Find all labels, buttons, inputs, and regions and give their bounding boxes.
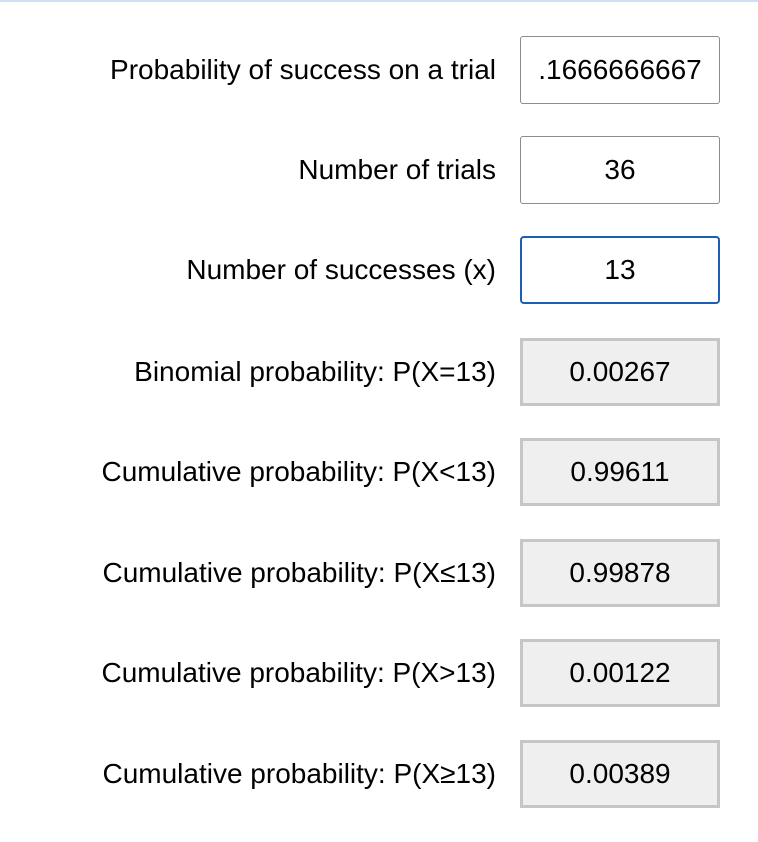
binomial-row: Binomial probability: P(X=13) 0.00267 [0,338,758,406]
cumulative-le-row: Cumulative probability: P(X≤13) 0.99878 [0,539,758,607]
cumulative-lt-output: 0.99611 [520,438,720,506]
successes-input[interactable] [520,236,720,304]
cumulative-lt-label: Cumulative probability: P(X<13) [101,456,496,487]
probability-row: Probability of success on a trial [0,36,758,104]
cumulative-ge-label: Cumulative probability: P(X≥13) [102,758,496,789]
cumulative-ge-output: 0.00389 [520,740,720,808]
probability-label: Probability of success on a trial [110,54,496,85]
binomial-probability-label: Binomial probability: P(X=13) [134,356,496,387]
cumulative-ge-row: Cumulative probability: P(X≥13) 0.00389 [0,740,758,808]
cumulative-le-label: Cumulative probability: P(X≤13) [102,557,496,588]
successes-label: Number of successes (x) [186,254,496,285]
cumulative-gt-label: Cumulative probability: P(X>13) [101,657,496,688]
binomial-probability-output: 0.00267 [520,338,720,406]
cumulative-lt-row: Cumulative probability: P(X<13) 0.99611 [0,438,758,506]
trials-input[interactable] [520,136,720,204]
top-divider [0,0,758,2]
cumulative-gt-row: Cumulative probability: P(X>13) 0.00122 [0,639,758,707]
cumulative-gt-output: 0.00122 [520,639,720,707]
trials-row: Number of trials [0,136,758,204]
trials-label: Number of trials [298,154,496,185]
successes-row: Number of successes (x) [0,236,758,304]
probability-input[interactable] [520,36,720,104]
cumulative-le-output: 0.99878 [520,539,720,607]
